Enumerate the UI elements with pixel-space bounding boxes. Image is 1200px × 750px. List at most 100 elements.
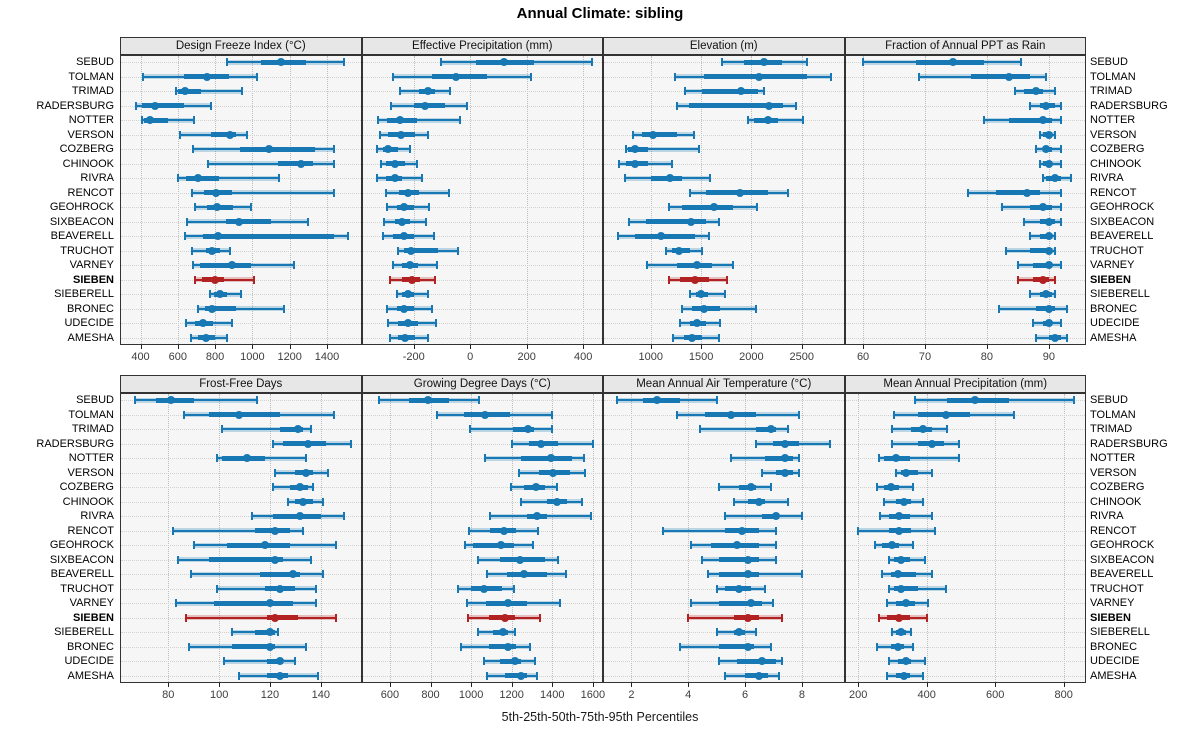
percentile-5-cap [185, 613, 188, 622]
row-gridline [845, 192, 1085, 194]
median-dot [758, 657, 767, 666]
percentile-5-cap [238, 671, 241, 680]
percentile-5-cap [176, 174, 179, 183]
percentile-95-cap [719, 319, 722, 328]
x-gridline [801, 394, 803, 682]
percentile-25-75-bar [894, 586, 919, 592]
percentile-5-95-line [221, 428, 311, 431]
median-dot [1041, 290, 1050, 299]
percentile-25-75-bar [413, 103, 445, 109]
percentile-95-cap [794, 101, 797, 110]
station-label-left: BEAVERELL [50, 230, 114, 243]
x-gridline [925, 56, 926, 344]
x-tick-label: 2500 [789, 351, 814, 363]
x-tick-mark [926, 683, 928, 687]
percentile-5-cap [483, 657, 486, 666]
panel-strip-header: Elevation (m) [603, 37, 845, 55]
median-dot [390, 174, 399, 183]
median-dot [243, 454, 252, 463]
percentile-25-75-bar [267, 615, 298, 621]
median-dot [743, 642, 752, 651]
percentile-95-cap [1069, 174, 1072, 183]
panel-strip-header: Frost-Free Days [120, 375, 362, 393]
row-gridline [845, 337, 1085, 339]
percentile-5-cap [687, 613, 690, 622]
percentile-25-75-bar [764, 455, 794, 461]
x-tick-mark [511, 683, 513, 687]
x-tick-mark [177, 345, 179, 349]
x-tick-label: 1400 [314, 351, 340, 363]
x-tick-mark [219, 683, 221, 687]
percentile-5-cap [886, 599, 889, 608]
percentile-95-cap [946, 425, 949, 434]
median-dot [891, 454, 900, 463]
median-dot [746, 483, 755, 492]
median-dot [276, 671, 285, 680]
x-gridline [252, 56, 254, 344]
median-dot [213, 232, 222, 241]
median-dot [181, 87, 190, 96]
percentile-95-cap [798, 468, 801, 477]
median-dot [941, 410, 950, 419]
median-dot [208, 246, 217, 255]
x-tick-mark [995, 683, 997, 687]
row-gridline [604, 163, 844, 165]
median-dot [746, 599, 755, 608]
median-dot [406, 246, 415, 255]
percentile-95-cap [708, 232, 711, 241]
median-dot [532, 483, 541, 492]
percentile-95-cap [245, 130, 248, 139]
percentile-5-cap [886, 671, 889, 680]
station-label-right: RENCOT [1090, 186, 1137, 199]
x-tick-mark [1063, 683, 1065, 687]
percentile-95-cap [755, 304, 758, 313]
percentile-95-cap [763, 87, 765, 96]
percentile-95-cap [800, 512, 803, 521]
median-dot [166, 396, 175, 405]
percentile-95-cap [240, 290, 243, 299]
x-tick-label: 800 [205, 351, 225, 363]
percentile-95-cap [335, 613, 338, 622]
percentile-5-cap [747, 116, 750, 125]
row-gridline [845, 250, 1085, 252]
percentile-5-cap [467, 613, 470, 622]
percentile-5-cap [755, 439, 758, 448]
median-dot [743, 555, 752, 564]
median-dot [503, 642, 512, 651]
x-tick-label: 1400 [540, 689, 565, 701]
percentile-95-cap [1054, 246, 1057, 255]
percentile-95-cap [805, 58, 808, 67]
percentile-5-cap [707, 570, 710, 579]
station-label-left: AMESHA [67, 331, 114, 344]
percentile-95-cap [307, 217, 310, 226]
median-dot [523, 425, 532, 434]
median-dot [271, 555, 280, 564]
row-gridline [845, 516, 1085, 518]
percentile-25-75-bar [277, 161, 313, 167]
percentile-95-cap [725, 275, 728, 284]
percentile-5-cap [172, 526, 175, 535]
row-gridline [845, 178, 1085, 180]
station-label-right: VERSON [1090, 128, 1137, 141]
median-dot [736, 188, 745, 197]
station-label-right: UDECIDE [1090, 317, 1140, 330]
percentile-95-cap [1054, 130, 1057, 139]
x-tick-mark [1048, 345, 1050, 349]
x-tick-label: 600 [380, 689, 400, 701]
station-label-left: RADERSBURG [36, 99, 114, 112]
percentile-25-75-bar [259, 571, 301, 577]
percentile-95-cap [276, 628, 279, 637]
percentile-5-cap [510, 439, 513, 448]
percentile-95-cap [513, 628, 516, 637]
figure-title: Annual Climate: sibling [516, 5, 684, 22]
station-label-left: TRUCHOT [60, 244, 114, 257]
percentile-5-cap [384, 188, 387, 197]
percentile-5-cap [684, 87, 686, 96]
row-gridline [362, 221, 602, 223]
row-gridline [121, 323, 361, 325]
median-dot [277, 58, 286, 67]
median-dot [404, 188, 413, 197]
percentile-95-cap [312, 483, 315, 492]
percentile-95-cap [528, 642, 531, 651]
station-label-right: AMESHA [1090, 669, 1137, 682]
